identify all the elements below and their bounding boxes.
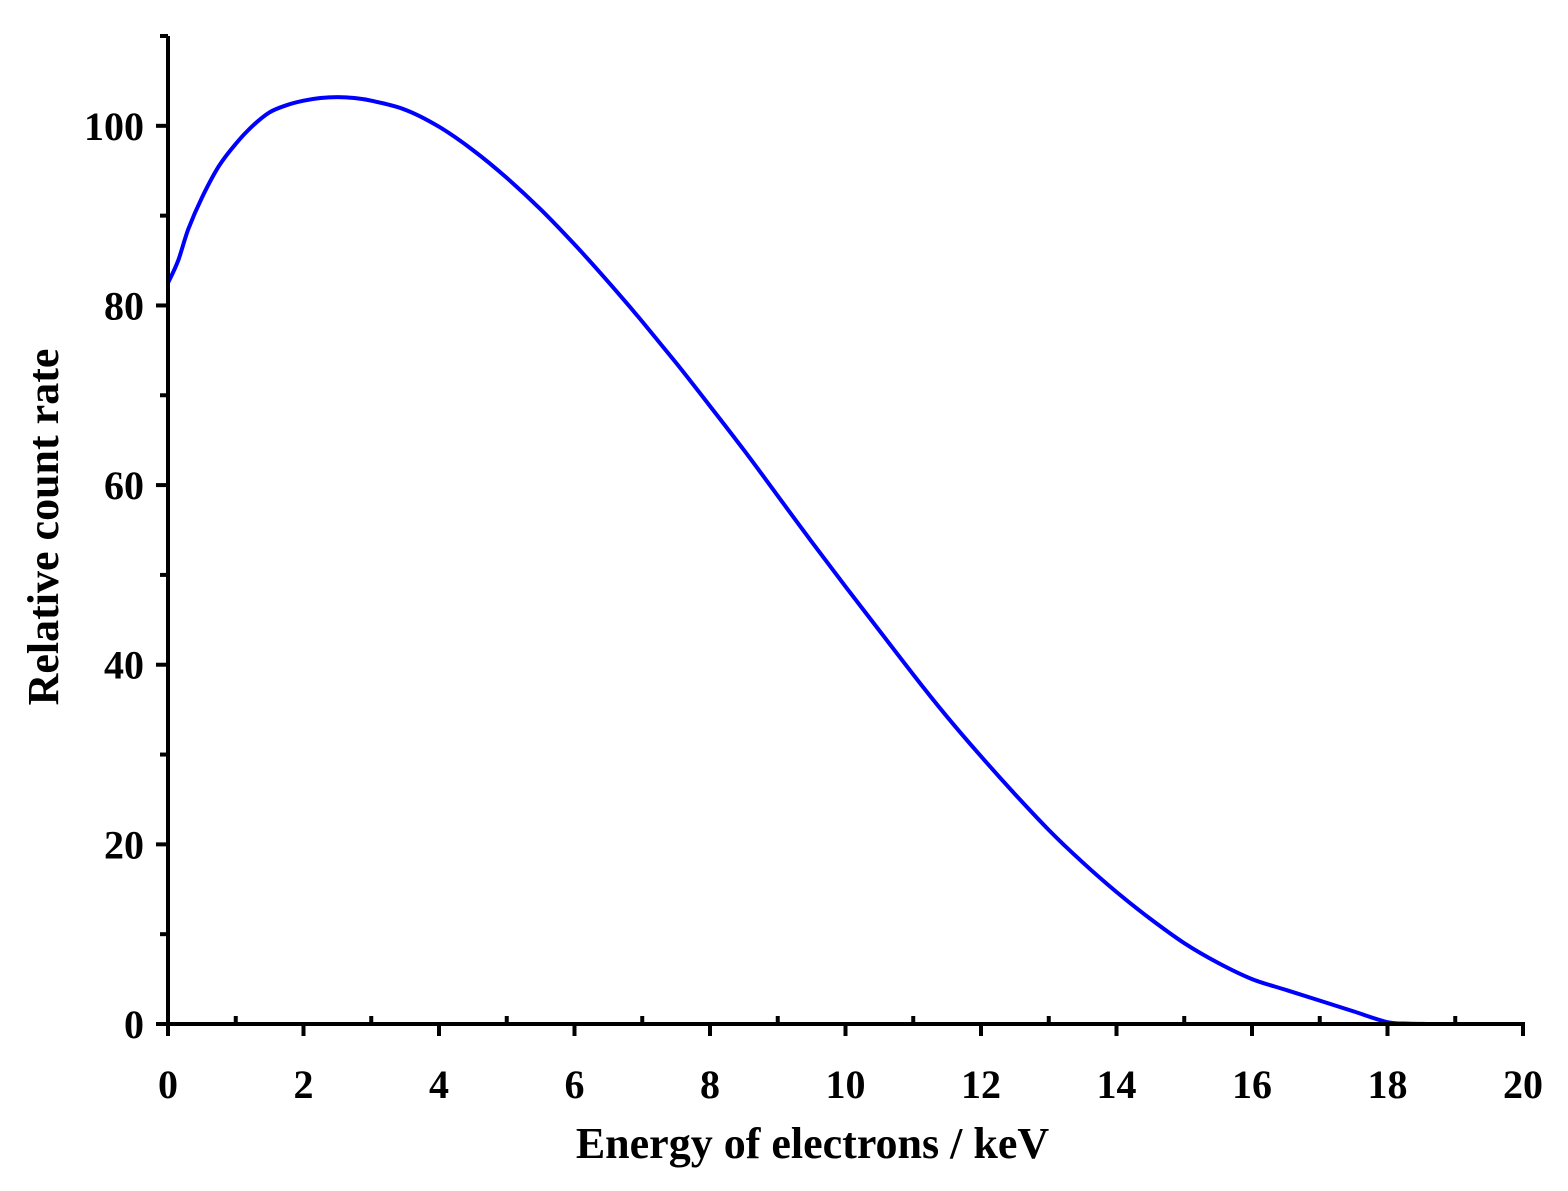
tick-labels-layer: 0 2 4 6 8 10 12 14 16 18 20 0 20 40 60 80 100 xyxy=(84,104,1543,1107)
ticks-layer xyxy=(156,34,1525,1036)
x-tick-label: 8 xyxy=(700,1062,720,1107)
x-axis-label: Energy of electrons / keV xyxy=(576,1119,1050,1168)
x-tick-label: 4 xyxy=(429,1062,449,1107)
y-tick-label: 0 xyxy=(124,1002,144,1047)
y-tick-label: 20 xyxy=(104,822,144,867)
x-tick-label: 2 xyxy=(294,1062,314,1107)
x-tick-label: 10 xyxy=(826,1062,866,1107)
y-tick-label: 60 xyxy=(104,463,144,508)
y-axis-label: Relative count rate xyxy=(19,349,68,706)
y-tick-label: 80 xyxy=(104,283,144,328)
y-tick-label: 40 xyxy=(104,643,144,688)
x-tick-label: 14 xyxy=(1097,1062,1137,1107)
series-layer xyxy=(166,95,1431,1026)
x-tick-label: 20 xyxy=(1503,1062,1543,1107)
x-tick-label: 6 xyxy=(565,1062,585,1107)
x-tick-label: 12 xyxy=(961,1062,1001,1107)
y-tick-label: 100 xyxy=(84,104,144,149)
x-tick-label: 18 xyxy=(1368,1062,1408,1107)
series-line xyxy=(166,95,1431,1026)
x-tick-label: 16 xyxy=(1232,1062,1272,1107)
x-tick-label: 0 xyxy=(158,1062,178,1107)
